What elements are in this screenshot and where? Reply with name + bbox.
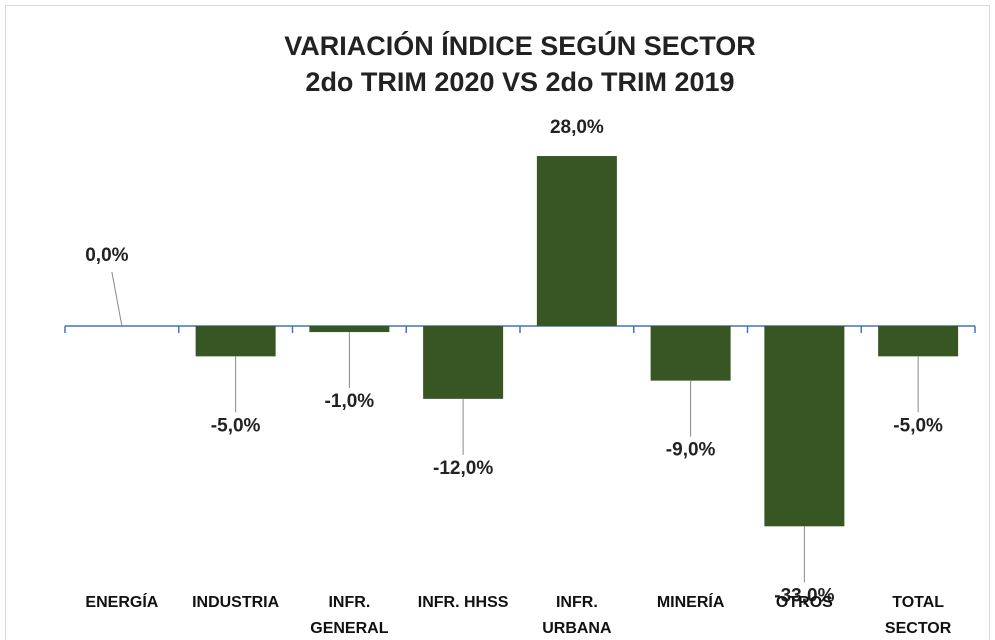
x-tick-label: INDUSTRIA <box>192 594 280 611</box>
x-tick-label: INFR. URBANA <box>542 594 612 637</box>
x-tick-label: ENERGÍA <box>85 594 159 611</box>
chart-title: 2do TRIM 2020 VS 2do TRIM 2019 <box>305 67 734 97</box>
chart-title: VARIACIÓN ÍNDICE SEGÚN SECTOR <box>284 30 756 61</box>
data-label: -9,0% <box>666 440 716 461</box>
data-label: -5,0% <box>211 415 261 436</box>
x-tick-label: MINERÍA <box>656 594 725 611</box>
bar <box>195 326 276 357</box>
bar <box>878 326 959 357</box>
data-label: -1,0% <box>325 391 375 412</box>
data-label: -5,0% <box>893 415 943 436</box>
x-tick-label: INFR. HHSS <box>417 594 509 611</box>
bar <box>650 326 731 381</box>
x-tick-label: INFR. GENERAL <box>310 594 389 637</box>
x-tick-label: TOTAL SECTOR <box>884 594 952 637</box>
bar <box>423 326 504 399</box>
leader-line <box>111 271 123 327</box>
data-label: -12,0% <box>433 458 493 479</box>
data-label: -33,0% <box>774 585 834 606</box>
data-label: 28,0% <box>550 117 604 138</box>
frame <box>5 5 990 640</box>
bar <box>764 326 845 527</box>
bar <box>309 326 390 333</box>
x-tick-label: OTROS <box>775 594 833 611</box>
data-label: 0,0% <box>85 245 128 266</box>
bar <box>536 156 617 326</box>
